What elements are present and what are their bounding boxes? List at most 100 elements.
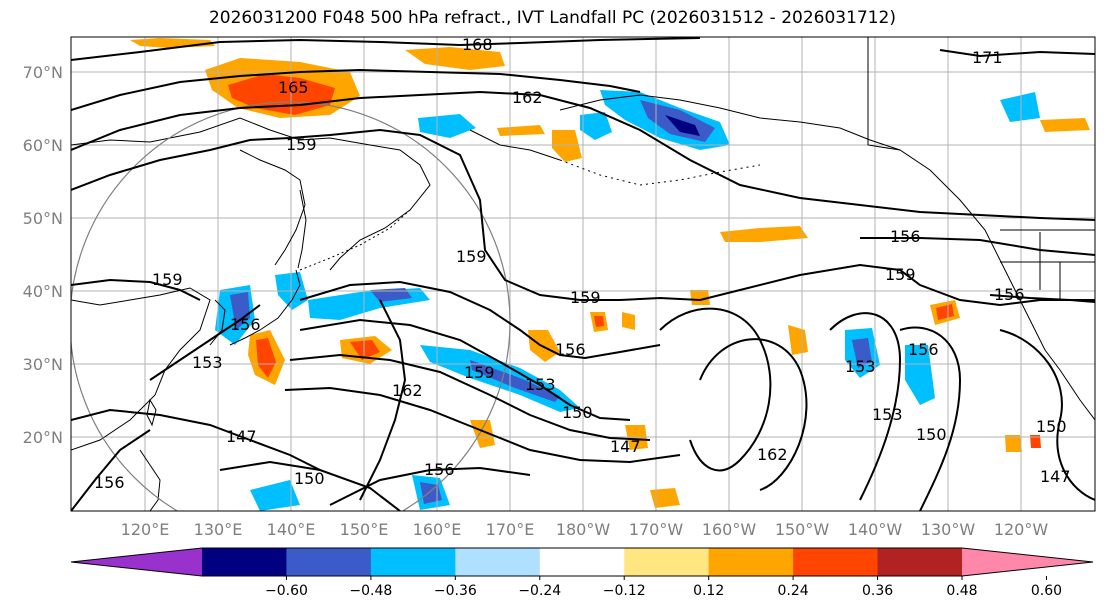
- contour-label: 153: [845, 357, 876, 376]
- contour-label: 156: [230, 315, 261, 334]
- contour-159-north: [71, 128, 1095, 307]
- contour-label: 159: [570, 288, 601, 307]
- shade-red: [1030, 435, 1041, 448]
- contour-165: [71, 68, 641, 111]
- colorbar-segment: [202, 548, 287, 576]
- contour-labels: 168 171 165 162 159 159 159 159 159 156 …: [94, 37, 1071, 492]
- great-circle: [71, 101, 511, 511]
- colorbar: −0.60 −0.48 −0.36 −0.24 −0.12 0.12 0.24 0.36 0.4…: [70, 547, 1094, 599]
- coast-okhotsk: [239, 149, 306, 266]
- contour-label: 147: [610, 437, 641, 456]
- contour-label: 156: [555, 340, 586, 359]
- shade-blue: [1000, 92, 1040, 122]
- border-us-states: [1000, 232, 1095, 300]
- coast-kuril: [299, 209, 411, 271]
- contour-label: 162: [392, 381, 423, 400]
- lat-label: 30°N: [23, 355, 63, 374]
- map-panel: 168 171 165 162 159 159 159 159 159 156 …: [70, 36, 1096, 512]
- contour-label: 156: [994, 285, 1025, 304]
- contour-label: 159: [456, 247, 487, 266]
- contour-label: 153: [872, 405, 903, 424]
- shade-navy: [665, 115, 700, 136]
- shade-orange: [650, 488, 680, 508]
- contour-loop-a: [659, 307, 772, 472]
- contour-label: 162: [512, 88, 543, 107]
- contour-label: 171: [972, 48, 1003, 67]
- shade-blue: [580, 112, 612, 140]
- colorbar-segment: [286, 548, 372, 576]
- coast-korea: [209, 299, 226, 346]
- lon-label: 170°E: [486, 520, 535, 539]
- colorbar-tick-label: 0.24: [778, 583, 809, 599]
- contour-label: 156: [890, 227, 921, 246]
- shade-blue: [905, 345, 935, 405]
- shade-darkblue: [852, 338, 872, 368]
- shade-orange: [720, 226, 808, 242]
- contour-label: 156: [94, 473, 125, 492]
- lon-label: 150°E: [340, 520, 389, 539]
- chart-title: 2026031200 F048 500 hPa refract., IVT La…: [208, 8, 896, 28]
- coast-taiwan: [146, 398, 157, 427]
- latitude-labels: 70°N 60°N 50°N 40°N 30°N 20°N: [23, 63, 63, 447]
- contour-label: 165: [278, 78, 309, 97]
- contour-153-jet: [299, 318, 631, 421]
- lon-label: 140°E: [267, 520, 316, 539]
- shade-orange: [470, 420, 495, 448]
- lon-label: 140°W: [848, 520, 903, 539]
- shade-orange: [552, 130, 582, 162]
- shade-orange: [1040, 118, 1090, 132]
- shade-orange: [788, 325, 808, 355]
- lon-label: 170°W: [629, 520, 684, 539]
- contour-150-far-east: [999, 329, 1095, 501]
- shade-blue: [418, 114, 476, 138]
- lon-label: 160°E: [413, 520, 462, 539]
- shade-orange: [622, 312, 635, 330]
- coast-alaska: [559, 94, 1095, 421]
- contour-150-west: [219, 460, 401, 511]
- colorbar-tick-label: −0.12: [603, 583, 646, 599]
- colorbar-tick-label: −0.60: [265, 583, 308, 599]
- colorbar-tick-label: 0.12: [693, 583, 724, 599]
- colorbar-tick-label: 0.36: [862, 583, 893, 599]
- lat-label: 70°N: [23, 63, 63, 82]
- lat-label: 50°N: [23, 209, 63, 228]
- shade-orange: [1005, 435, 1022, 452]
- contour-171: [939, 49, 1095, 58]
- colorbar-segment: [539, 548, 625, 576]
- lon-label: 160°W: [702, 520, 757, 539]
- lon-label: 120°W: [994, 520, 1049, 539]
- coast-sakhalin: [297, 189, 307, 269]
- contour-156-east: [989, 294, 1095, 303]
- lon-label: 150°W: [775, 520, 830, 539]
- contour-label: 147: [1040, 467, 1071, 486]
- contour-162: [71, 90, 1095, 221]
- contour-156-north: [860, 237, 1095, 256]
- shade-red: [594, 316, 604, 327]
- colorbar-segment: [877, 548, 963, 576]
- contour-153-east: [829, 312, 902, 501]
- contour-label: 150: [916, 425, 947, 444]
- contour-label: 153: [525, 375, 556, 394]
- colorbar-extend-high: [962, 548, 1093, 576]
- shade-red: [350, 340, 380, 360]
- contours: [71, 37, 1095, 511]
- shade-darkblue: [230, 292, 250, 330]
- contour-150-east: [899, 326, 962, 511]
- contour-153-west: [149, 304, 261, 381]
- colorbar-tick-label: −0.36: [434, 583, 477, 599]
- contour-label: 159: [152, 270, 183, 289]
- colorbar-segment: [624, 548, 710, 576]
- lat-label: 60°N: [23, 136, 63, 155]
- contour-label: 156: [424, 460, 455, 479]
- contour-156-jet: [299, 280, 661, 360]
- colorbar-extend-low: [71, 548, 202, 576]
- contour-label: 153: [192, 353, 223, 372]
- coast-philippines: [139, 449, 161, 511]
- contour-168: [71, 37, 701, 61]
- colorbar-tick-label: 0.60: [1031, 583, 1062, 599]
- coast-japan: [229, 269, 301, 346]
- lon-label: 130°E: [194, 520, 243, 539]
- coast-china: [71, 287, 211, 451]
- contour-label: 147: [226, 427, 257, 446]
- contour-label: 159: [885, 265, 916, 284]
